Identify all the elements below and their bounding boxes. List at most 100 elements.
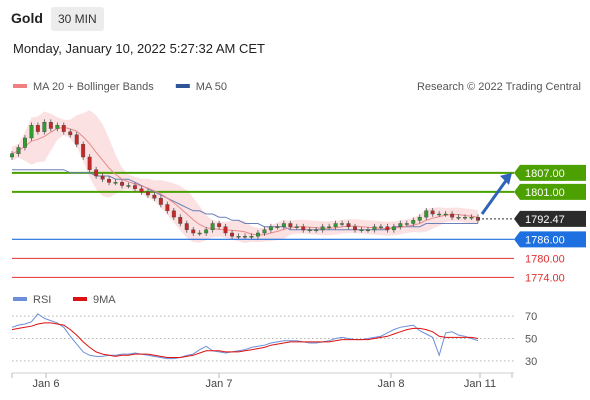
candle-body — [210, 223, 215, 231]
candle-body — [242, 235, 247, 238]
rsi-tick-30: 30 — [525, 356, 537, 368]
candle-body — [372, 226, 377, 231]
candle-body — [262, 229, 267, 234]
legend-swatch-0 — [13, 84, 27, 88]
candle-body — [385, 226, 390, 231]
candle-body — [204, 229, 209, 234]
level-label-1: 1801.00 — [525, 187, 565, 199]
legend-label-0: MA 20 + Bollinger Bands — [33, 81, 154, 93]
forecast-arrow-head — [500, 172, 512, 185]
candle-body — [81, 144, 86, 158]
candle-body — [411, 220, 416, 224]
candle-body — [424, 210, 429, 218]
candle-body — [379, 226, 383, 228]
candle-body — [430, 210, 435, 215]
x-tick-label-2: Jan 8 — [378, 378, 405, 390]
candle-body — [256, 232, 260, 237]
rsi-legend-swatch-1 — [73, 297, 87, 301]
rsi-tick-50: 50 — [525, 334, 537, 346]
candle-body — [230, 232, 235, 237]
candle-body — [191, 229, 196, 234]
candle-body — [301, 226, 306, 231]
rsi-legend-label-1: 9MA — [93, 294, 116, 306]
candle-body — [9, 153, 14, 158]
candle-body — [320, 226, 325, 231]
candle-body — [94, 169, 99, 177]
x-tick-label-1: Jan 7 — [206, 378, 233, 390]
candle-body — [268, 226, 273, 231]
candle-body — [281, 223, 286, 227]
x-tick-label-3: Jan 11 — [464, 378, 496, 390]
candle-body — [359, 229, 364, 232]
current-price-tag — [514, 210, 586, 227]
candle-body — [152, 194, 157, 199]
candle-body — [61, 125, 66, 132]
rsi-legend-label-0: RSI — [33, 294, 51, 306]
legend-swatch-1 — [175, 84, 190, 88]
candle-body — [171, 210, 176, 218]
candle-body — [87, 156, 92, 170]
bollinger-band — [12, 110, 478, 244]
candle-body — [197, 232, 202, 235]
candle-body — [404, 223, 409, 225]
copyright-text: Research © 2022 Trading Central — [417, 81, 581, 93]
legend-label-1: MA 50 — [196, 81, 227, 93]
x-tick-label-0: Jan 6 — [33, 378, 60, 390]
timestamp: Monday, January 10, 2022 5:27:32 AM CET — [13, 41, 265, 56]
candle-body — [249, 235, 254, 238]
candle-body — [353, 226, 357, 231]
candle-body — [443, 213, 448, 216]
candle-body — [333, 223, 338, 227]
candle-body — [120, 182, 125, 186]
candle-body — [178, 216, 183, 224]
candle-body — [437, 213, 442, 216]
timeframe-button[interactable]: 30 MIN — [51, 7, 104, 31]
candle-body — [366, 229, 370, 232]
rsi-tick-70: 70 — [525, 311, 537, 323]
candle-body — [463, 216, 467, 219]
candle-body — [100, 175, 105, 180]
candle-body — [74, 134, 79, 145]
candle-body — [294, 226, 299, 228]
candle-body — [236, 235, 241, 238]
rsi-line — [11, 313, 479, 360]
header: Gold 30 MIN — [0, 0, 590, 36]
candle-body — [126, 185, 131, 187]
candle-body — [165, 204, 170, 212]
candle-body — [16, 147, 21, 155]
level-tag-1 — [514, 183, 586, 200]
level-tag-2 — [514, 231, 586, 248]
candle-body — [450, 213, 455, 218]
rsi-ma9-line — [11, 322, 479, 358]
candle-body — [132, 185, 137, 189]
candle-body — [107, 178, 112, 183]
candle-body — [275, 226, 280, 228]
candle-body — [223, 226, 228, 234]
candle-body — [35, 125, 40, 132]
candle-body — [184, 223, 189, 231]
level-label-2: 1786.00 — [525, 234, 565, 246]
candle-body — [23, 137, 27, 148]
level-tag-0 — [514, 164, 586, 181]
candle-body — [391, 226, 396, 231]
candle-body — [314, 229, 319, 232]
candle-body — [68, 131, 73, 136]
candle-body — [42, 121, 47, 132]
candle-body — [307, 229, 312, 232]
candle-body — [398, 223, 403, 227]
candle-body — [456, 216, 461, 219]
candle-body — [217, 223, 222, 227]
candle-body — [29, 125, 34, 139]
candle-body — [55, 125, 60, 129]
candle-body — [158, 197, 163, 205]
candle-body — [327, 226, 332, 228]
level-label-3: 1780.00 — [525, 253, 565, 265]
candle-body — [340, 223, 344, 225]
candle-body — [346, 223, 351, 227]
instrument-title: Gold — [11, 10, 43, 26]
candle-body — [417, 216, 422, 221]
candle-body — [288, 223, 293, 227]
candle-body — [48, 121, 53, 129]
current-price-label: 1792.47 — [525, 214, 565, 226]
